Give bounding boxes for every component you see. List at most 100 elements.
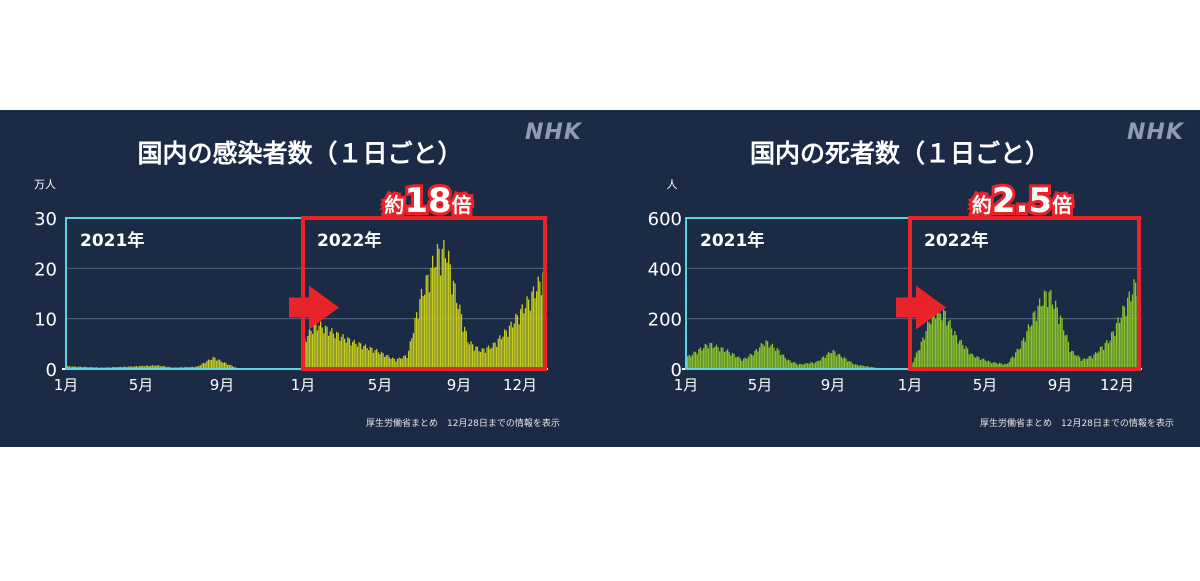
data-bar bbox=[374, 350, 376, 369]
data-bar bbox=[1069, 352, 1071, 369]
data-bar bbox=[369, 346, 371, 369]
data-bar bbox=[730, 355, 732, 369]
data-bar bbox=[347, 337, 349, 369]
data-bar bbox=[384, 357, 386, 369]
data-bar bbox=[371, 347, 373, 369]
data-bar bbox=[1093, 354, 1095, 369]
data-bar bbox=[715, 344, 718, 369]
data-bar bbox=[316, 330, 319, 369]
data-bar bbox=[119, 366, 122, 369]
data-bar bbox=[124, 366, 126, 369]
data-bar bbox=[1067, 341, 1070, 369]
data-bar bbox=[73, 366, 75, 369]
x-tick-label: 1月 bbox=[291, 376, 316, 394]
data-bar bbox=[499, 335, 501, 369]
data-bar bbox=[520, 309, 522, 369]
data-bar bbox=[539, 281, 541, 369]
data-bar bbox=[1130, 301, 1132, 369]
data-bar bbox=[1050, 290, 1052, 369]
data-bar bbox=[933, 305, 935, 369]
data-bar bbox=[821, 357, 823, 369]
data-bar bbox=[480, 351, 482, 369]
data-bar bbox=[696, 354, 698, 369]
data-bar bbox=[433, 267, 435, 369]
data-bar bbox=[1122, 305, 1124, 369]
data-bar bbox=[148, 366, 150, 369]
data-bar bbox=[1043, 290, 1046, 369]
data-bar bbox=[867, 366, 870, 369]
data-bar bbox=[531, 291, 533, 369]
data-bar bbox=[425, 275, 427, 369]
data-bar bbox=[736, 357, 738, 369]
multiplier-value: 18 bbox=[404, 181, 451, 221]
y-tick-label: 10 bbox=[34, 310, 57, 331]
data-bar bbox=[1098, 351, 1100, 369]
data-bar bbox=[332, 333, 335, 369]
data-bar bbox=[1011, 356, 1014, 369]
data-bar bbox=[919, 350, 921, 369]
data-bar bbox=[312, 333, 314, 369]
data-bar bbox=[984, 360, 986, 369]
data-bar bbox=[760, 343, 762, 369]
data-bar bbox=[529, 310, 531, 369]
data-bar bbox=[204, 363, 206, 369]
data-bar bbox=[794, 362, 796, 369]
data-bar bbox=[427, 274, 429, 369]
data-bar bbox=[1032, 312, 1034, 369]
data-bar bbox=[770, 345, 772, 369]
data-bar bbox=[518, 324, 520, 369]
data-bar bbox=[832, 349, 834, 369]
data-bar bbox=[412, 333, 415, 369]
data-bar bbox=[419, 299, 421, 369]
data-bar bbox=[350, 345, 352, 369]
data-bar bbox=[805, 362, 807, 369]
data-bar bbox=[416, 312, 418, 369]
data-bar bbox=[759, 347, 761, 369]
data-bar bbox=[791, 362, 793, 369]
data-bar bbox=[858, 365, 860, 369]
data-bar bbox=[406, 358, 408, 369]
data-bar bbox=[454, 283, 456, 369]
multiplier-value: 2.5 bbox=[992, 181, 1052, 221]
data-bar bbox=[943, 309, 945, 369]
data-bar bbox=[360, 343, 362, 369]
data-bar bbox=[331, 328, 333, 369]
data-bar bbox=[137, 366, 139, 369]
data-bar bbox=[741, 360, 743, 369]
data-bar bbox=[404, 355, 407, 369]
period-label-2021: 2021年 bbox=[80, 230, 144, 251]
data-bar bbox=[424, 294, 426, 369]
data-bar bbox=[489, 348, 491, 369]
data-bar bbox=[486, 347, 488, 369]
data-bar bbox=[928, 322, 930, 369]
data-bar bbox=[123, 366, 125, 369]
x-tick-label: 5月 bbox=[748, 376, 773, 394]
data-bar bbox=[847, 361, 849, 369]
data-bar bbox=[198, 365, 200, 369]
data-bar bbox=[1119, 322, 1121, 369]
data-bar bbox=[467, 342, 469, 369]
data-bar bbox=[440, 275, 442, 369]
data-bar bbox=[695, 351, 697, 369]
data-bar bbox=[414, 317, 416, 369]
data-bar bbox=[915, 352, 918, 369]
data-bar bbox=[536, 291, 538, 369]
data-bar bbox=[403, 355, 405, 369]
x-tick-label: 5月 bbox=[129, 376, 154, 394]
data-bar bbox=[158, 365, 160, 369]
data-bar bbox=[800, 363, 802, 369]
data-bar bbox=[190, 366, 192, 369]
data-bar bbox=[339, 340, 341, 369]
data-bar bbox=[797, 364, 799, 369]
data-bar bbox=[368, 350, 370, 369]
data-bar bbox=[185, 366, 187, 369]
x-tick-label: 1月 bbox=[54, 376, 79, 394]
data-bar bbox=[449, 264, 451, 369]
data-bar bbox=[1079, 357, 1081, 369]
data-bar bbox=[1083, 358, 1086, 369]
data-bar bbox=[704, 343, 706, 369]
data-bar bbox=[739, 358, 742, 369]
data-bar bbox=[778, 349, 780, 369]
x-tick-label: 9月 bbox=[447, 376, 472, 394]
